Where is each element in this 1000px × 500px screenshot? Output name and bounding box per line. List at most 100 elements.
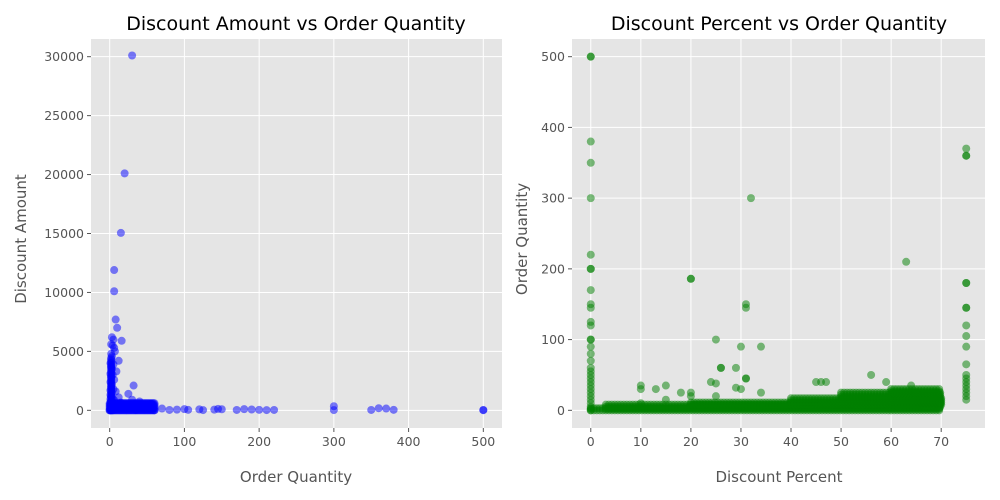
data-point	[822, 378, 831, 387]
data-point	[262, 406, 271, 415]
x-tick-label: 100	[172, 434, 196, 449]
data-point	[962, 395, 971, 404]
data-point	[686, 392, 695, 401]
data-point	[129, 381, 138, 390]
chart-title: Discount Percent vs Order Quantity	[611, 13, 947, 35]
x-tick-label: 20	[683, 434, 699, 449]
data-point	[756, 342, 765, 351]
data-points	[586, 52, 971, 415]
data-point	[172, 405, 181, 414]
data-point	[116, 228, 125, 237]
data-point	[962, 151, 971, 160]
y-axis-label: Discount Amount	[12, 174, 30, 304]
data-point	[731, 363, 740, 372]
data-point	[165, 405, 174, 414]
chart-title: Discount Amount vs Order Quantity	[126, 13, 465, 35]
x-tick-labels: 0 100 200 300 400 500	[106, 428, 495, 449]
y-tick-labels: 0 100 200 300 400 500	[541, 49, 572, 418]
data-points	[105, 51, 488, 415]
data-point	[962, 144, 971, 153]
x-tick-label: 70	[933, 434, 949, 449]
data-point	[962, 321, 971, 330]
data-point	[374, 404, 383, 413]
y-tick-label: 300	[541, 191, 565, 206]
data-point	[907, 381, 916, 390]
x-tick-label: 60	[883, 434, 899, 449]
data-point	[586, 303, 595, 312]
y-tick-label: 200	[541, 261, 565, 276]
x-tick-label: 300	[322, 434, 346, 449]
data-point	[329, 406, 338, 415]
y-tick-label: 15000	[44, 226, 84, 241]
y-tick-label: 10000	[44, 285, 84, 300]
data-point	[741, 374, 750, 383]
x-axis-label: Discount Percent	[715, 468, 842, 486]
data-point	[586, 250, 595, 259]
data-point	[110, 266, 119, 275]
data-point	[270, 405, 279, 414]
data-point	[676, 388, 685, 397]
data-point	[636, 399, 645, 408]
data-point	[586, 342, 595, 351]
data-point	[756, 388, 765, 397]
x-axis-label: Order Quantity	[240, 468, 352, 486]
data-point	[184, 405, 193, 414]
grid-lines	[91, 39, 502, 428]
data-point	[912, 388, 921, 397]
data-point	[586, 52, 595, 61]
data-point	[962, 360, 971, 369]
data-point	[382, 404, 391, 413]
data-point	[110, 287, 119, 296]
data-point	[107, 353, 116, 362]
data-point	[199, 406, 208, 415]
x-tick-label: 0	[106, 434, 114, 449]
x-tick-label: 30	[733, 434, 749, 449]
data-point	[711, 392, 720, 401]
data-point	[661, 395, 670, 404]
data-point	[962, 303, 971, 312]
data-point	[636, 385, 645, 394]
data-point	[716, 363, 725, 372]
data-point	[586, 194, 595, 203]
x-tick-label: 0	[587, 434, 595, 449]
x-tick-labels: 0 10 20 30 40 50 60 70	[587, 428, 949, 449]
data-point	[217, 405, 226, 414]
data-point	[746, 194, 755, 203]
data-point	[586, 321, 595, 330]
data-point	[128, 51, 137, 60]
y-tick-label: 400	[541, 120, 565, 135]
data-point	[479, 405, 488, 414]
data-point	[586, 158, 595, 167]
y-tick-label: 25000	[44, 108, 84, 123]
data-point	[882, 378, 891, 387]
x-tick-label: 200	[247, 434, 271, 449]
y-tick-label: 500	[541, 49, 565, 64]
data-point	[586, 137, 595, 146]
data-point	[586, 264, 595, 273]
data-point	[111, 315, 120, 324]
data-point	[741, 303, 750, 312]
data-point	[124, 389, 133, 398]
data-point	[586, 335, 595, 344]
data-point	[962, 342, 971, 351]
data-point	[935, 385, 944, 394]
data-point	[902, 257, 911, 266]
data-point	[586, 286, 595, 295]
y-tick-label: 0	[76, 403, 84, 418]
data-point	[962, 332, 971, 341]
data-point	[232, 405, 241, 414]
data-point	[586, 406, 595, 415]
data-point	[240, 405, 249, 414]
data-point	[661, 381, 670, 390]
data-point	[389, 405, 398, 414]
data-point	[113, 323, 122, 332]
data-point	[736, 385, 745, 394]
data-point	[736, 342, 745, 351]
y-axis-label: Order Quantity	[513, 183, 531, 295]
data-point	[711, 335, 720, 344]
data-point	[120, 169, 129, 178]
data-point	[711, 379, 720, 388]
x-tick-label: 400	[397, 434, 421, 449]
data-point	[255, 405, 264, 414]
